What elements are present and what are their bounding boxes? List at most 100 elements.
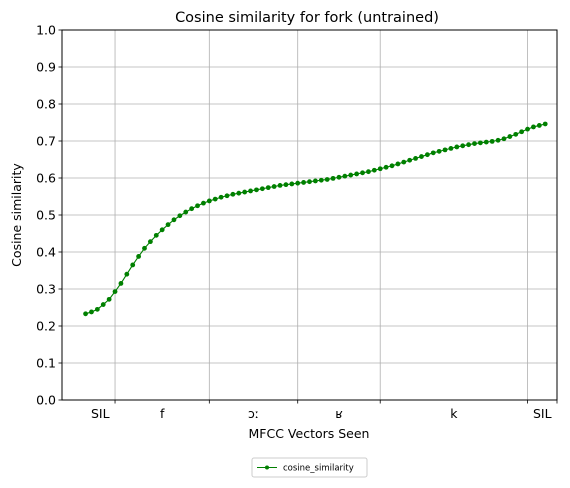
data-point — [525, 126, 530, 132]
data-point — [195, 203, 200, 209]
data-point — [118, 281, 124, 286]
y-tick-label: 0.0 — [36, 393, 56, 408]
data-point — [501, 136, 507, 142]
y-tick-label: 0.8 — [36, 97, 56, 112]
data-point — [277, 183, 283, 188]
data-point — [436, 148, 442, 154]
data-point — [330, 175, 336, 181]
data-point — [94, 306, 100, 312]
data-point — [153, 232, 159, 238]
data-point — [424, 152, 430, 158]
y-tick-label: 0.5 — [36, 208, 56, 223]
data-point — [324, 177, 330, 182]
data-point — [513, 131, 519, 137]
data-point — [466, 142, 472, 148]
data-point — [342, 173, 348, 179]
data-point — [295, 180, 301, 186]
data-point — [360, 170, 365, 176]
chart-title: Cosine similarity for fork (untrained) — [175, 10, 439, 26]
data-point — [401, 159, 407, 165]
data-point — [89, 309, 94, 315]
data-point — [183, 209, 189, 215]
data-point — [224, 193, 230, 199]
data-point — [336, 174, 342, 180]
data-point — [318, 177, 324, 183]
x-segment-label: f — [160, 406, 165, 421]
y-tick-label: 0.7 — [36, 134, 56, 149]
data-point — [83, 311, 88, 317]
y-tick-label: 0.6 — [36, 171, 56, 186]
data-point — [348, 172, 354, 178]
data-point — [307, 179, 312, 185]
data-point — [271, 184, 277, 189]
data-point — [542, 121, 548, 127]
data-point — [130, 262, 136, 268]
data-point — [242, 189, 248, 195]
data-point — [165, 222, 171, 228]
data-point — [419, 154, 424, 159]
data-point — [495, 137, 501, 143]
legend-label: cosine_similarity — [283, 464, 354, 474]
data-point — [483, 139, 489, 145]
x-segment-label: ʁ — [335, 406, 343, 421]
y-tick-label: 0.3 — [36, 282, 56, 297]
data-point — [454, 144, 460, 150]
x-axis-title: MFCC Vectors Seen — [249, 426, 370, 441]
data-point — [531, 124, 536, 130]
data-point — [136, 254, 142, 259]
series-cosine-similarity — [83, 121, 548, 317]
data-point — [212, 196, 218, 202]
x-segment-label: k — [450, 406, 458, 421]
data-point — [177, 213, 183, 219]
data-point — [448, 146, 454, 151]
data-point — [377, 166, 383, 172]
data-point — [442, 147, 448, 153]
x-axis: SIL f ɔː ʁ k SIL — [91, 400, 558, 421]
y-axis-title: Cosine similarity — [9, 163, 24, 267]
data-point — [236, 190, 242, 196]
data-point — [413, 155, 418, 161]
y-axis: 0.0 0.1 0.2 0.3 0.4 0.5 0.6 0.7 0.8 0.9 1.0 — [36, 23, 62, 408]
data-point — [218, 194, 224, 200]
data-point — [536, 123, 542, 128]
x-segment-label: ɔː — [248, 406, 259, 421]
data-point — [366, 169, 371, 175]
data-point — [259, 186, 265, 192]
data-point — [112, 289, 118, 294]
data-point — [389, 163, 395, 169]
y-tick-label: 0.1 — [36, 356, 56, 371]
data-point — [472, 141, 477, 146]
data-point — [430, 150, 436, 156]
data-point — [142, 245, 147, 251]
data-point — [171, 217, 177, 223]
data-point — [189, 206, 195, 212]
data-point — [519, 129, 525, 135]
data-point — [312, 178, 318, 184]
y-tick-label: 1.0 — [36, 23, 56, 38]
data-point — [383, 164, 389, 170]
data-point — [395, 161, 401, 167]
y-tick-label: 0.2 — [36, 319, 56, 334]
data-point — [201, 200, 206, 206]
data-point — [147, 239, 153, 245]
x-segment-label: SIL — [533, 406, 552, 421]
data-point — [407, 157, 413, 163]
data-point — [371, 167, 377, 173]
data-point — [507, 134, 513, 139]
legend-marker-swatch — [265, 465, 269, 470]
legend: cosine_similarity — [251, 457, 368, 478]
data-point — [159, 227, 165, 233]
data-point — [230, 191, 236, 197]
data-point — [106, 296, 112, 302]
data-point — [265, 185, 271, 191]
data-point — [283, 182, 289, 188]
y-tick-label: 0.4 — [36, 245, 56, 260]
data-point — [354, 171, 360, 177]
data-point — [301, 180, 307, 185]
data-point — [248, 188, 253, 194]
data-point — [100, 302, 106, 307]
data-point — [460, 143, 466, 149]
data-point — [124, 271, 130, 277]
